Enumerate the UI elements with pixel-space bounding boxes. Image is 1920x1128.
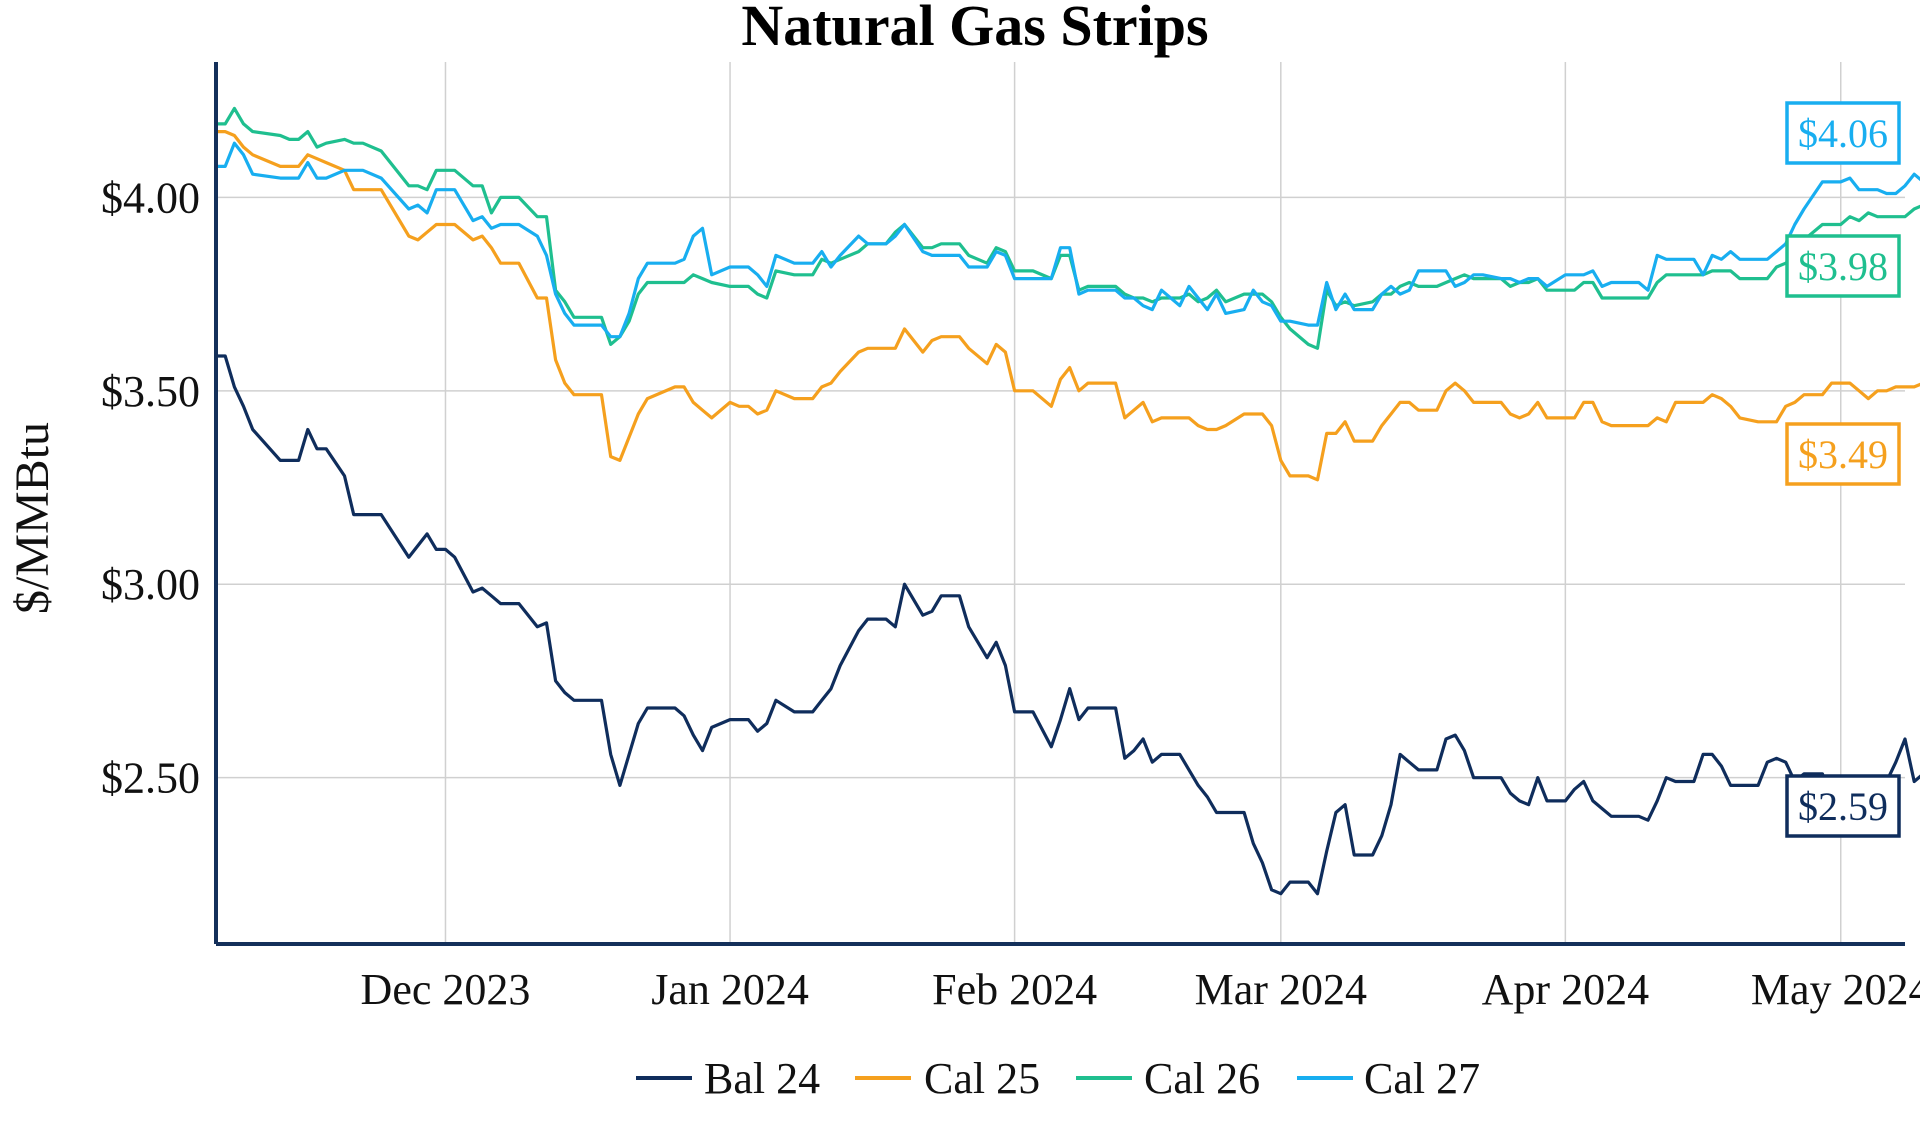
end-label-value: $2.59 <box>1798 784 1888 829</box>
series-line-cal-25 <box>214 130 1920 482</box>
y-tick-label: $4.00 <box>101 173 200 222</box>
legend-label: Cal 26 <box>1144 1054 1260 1103</box>
y-tick-labels: $2.50 $3.00 $3.50 $4.00 <box>101 173 200 802</box>
end-value-labels: $2.59 $3.49 $3.98 $4.06 <box>1785 101 1901 838</box>
end-label-value: $3.49 <box>1798 432 1888 477</box>
y-axis-label: $/MMBtu <box>6 422 59 614</box>
series-line-cal-27 <box>214 141 1920 339</box>
series-line-bal-24 <box>214 354 1920 896</box>
legend: Bal 24 Cal 25 Cal 26 Cal 27 <box>636 1054 1480 1103</box>
y-tick-label: $3.50 <box>101 367 200 416</box>
chart-title: Natural Gas Strips <box>741 0 1208 58</box>
legend-label: Cal 27 <box>1364 1054 1480 1103</box>
series-lines <box>214 106 1920 896</box>
x-tick-label: May 2024 <box>1751 965 1920 1014</box>
end-label-box <box>1785 101 1901 165</box>
x-tick-labels: Dec 2023 Jan 2024 Feb 2024 Mar 2024 Apr 2024… <box>361 965 1920 1014</box>
x-tick-label: Jan 2024 <box>651 965 809 1014</box>
x-tick-label: Feb 2024 <box>932 965 1097 1014</box>
legend-label: Cal 25 <box>924 1054 1040 1103</box>
y-tick-label: $3.00 <box>101 560 200 609</box>
y-tick-label: $2.50 <box>101 754 200 803</box>
series-line-cal-26 <box>214 106 1920 350</box>
x-tick-label: Mar 2024 <box>1195 965 1367 1014</box>
end-label-box <box>1785 422 1901 486</box>
legend-label: Bal 24 <box>704 1054 820 1103</box>
x-tick-label: Dec 2023 <box>361 965 531 1014</box>
end-label-value: $4.06 <box>1798 111 1888 156</box>
end-label-box <box>1785 234 1901 298</box>
end-label-box <box>1785 774 1901 838</box>
x-tick-label: Apr 2024 <box>1482 965 1649 1014</box>
end-label-value: $3.98 <box>1798 244 1888 289</box>
